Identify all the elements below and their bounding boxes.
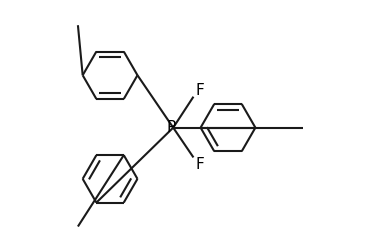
Text: F: F — [196, 157, 205, 172]
Text: F: F — [196, 83, 205, 98]
Text: P: P — [166, 120, 176, 135]
